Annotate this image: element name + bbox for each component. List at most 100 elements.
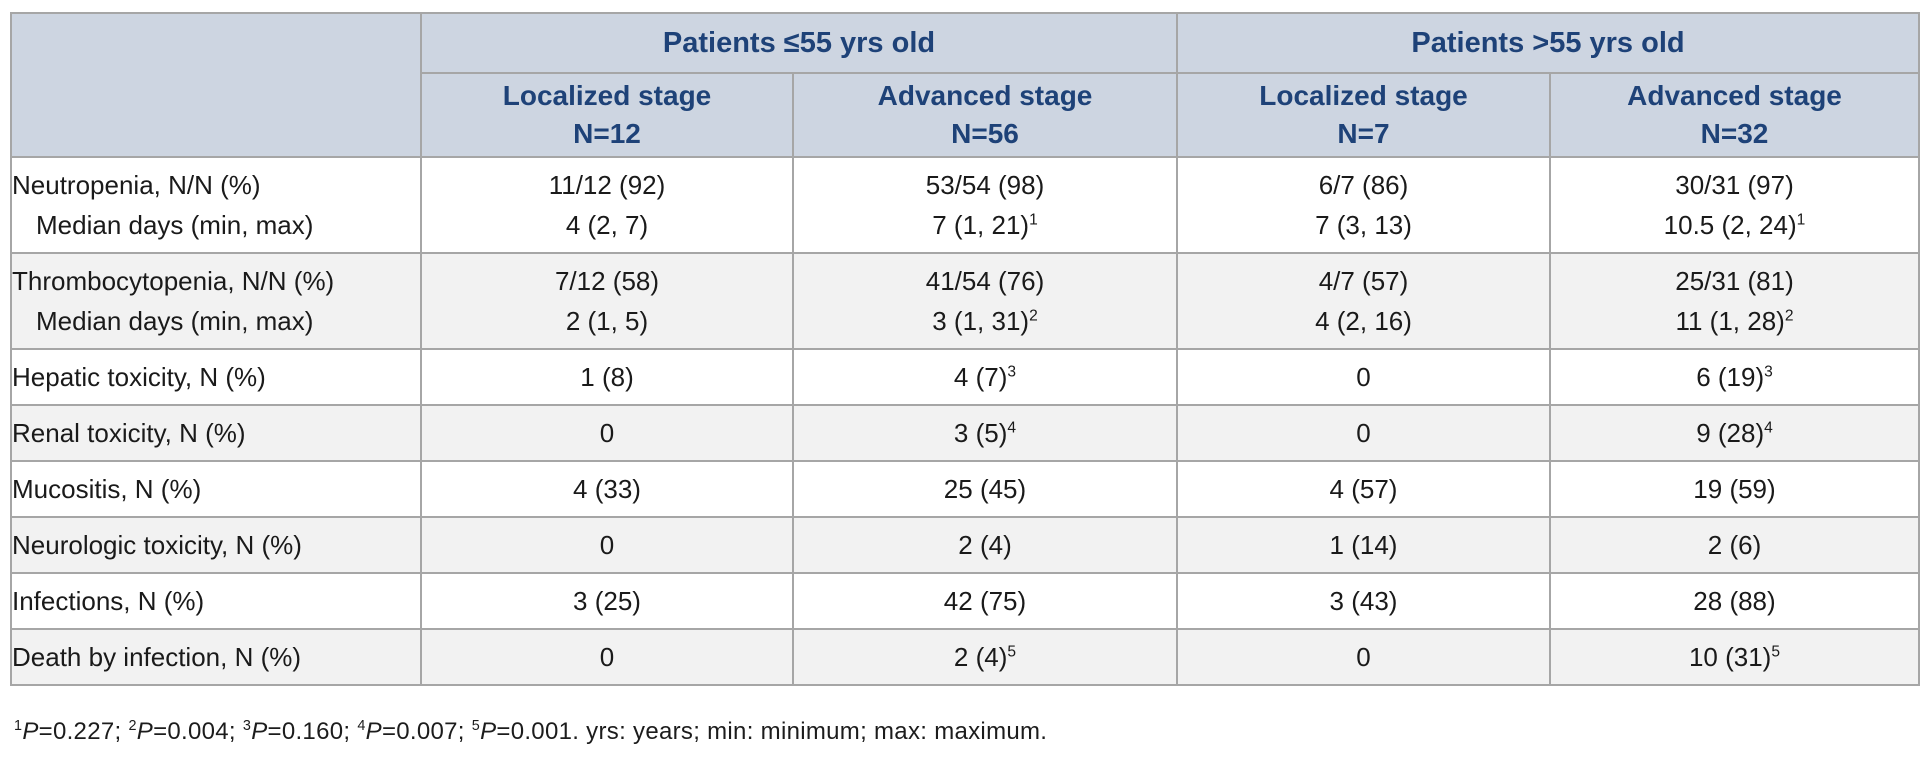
cell-value: 2 (6) xyxy=(1707,530,1762,560)
cell-value: 30/31 (97) xyxy=(1675,170,1794,200)
n-label: N=12 xyxy=(573,118,641,149)
data-cell: 7/12 (58) 2 (1, 5) xyxy=(420,252,794,350)
data-cell: 0 xyxy=(420,516,794,574)
data-cell: 3 (5)4 xyxy=(792,404,1178,462)
row-label: Death by infection, N (%) xyxy=(10,628,422,686)
data-cell: 6/7 (86) 7 (3, 13) xyxy=(1176,156,1551,254)
cell-value: 19 (59) xyxy=(1693,474,1776,504)
n-label: N=56 xyxy=(951,118,1019,149)
cell-value: 2 (4) xyxy=(958,530,1012,560)
subheader-advanced-le55: Advanced stage N=56 xyxy=(792,72,1178,158)
cell-value: 10 (31)5 xyxy=(1688,642,1781,672)
table-row: Death by infection, N (%) 0 2 (4)5 0 10 (31)… xyxy=(10,628,1920,686)
cell-value: 0 xyxy=(599,530,615,560)
row-label: Hepatic toxicity, N (%) xyxy=(10,348,422,406)
header-sub-row: Localized stage N=12 Advanced stage N=56… xyxy=(11,72,1920,158)
data-cell: 30/31 (97) 10.5 (2, 24)1 xyxy=(1549,156,1920,254)
data-cell: 19 (59) xyxy=(1549,460,1920,518)
data-cell: 4/7 (57) 4 (2, 16) xyxy=(1176,252,1551,350)
data-cell: 0 xyxy=(420,404,794,462)
data-cell: 4 (57) xyxy=(1176,460,1551,518)
data-cell: 11/12 (92) 4 (2, 7) xyxy=(420,156,794,254)
n-label: N=32 xyxy=(1700,118,1769,149)
row-label-line: Neurologic toxicity, N (%) xyxy=(12,530,302,560)
cell-value: 28 (88) xyxy=(1693,586,1776,616)
row-label-line: Infections, N (%) xyxy=(12,586,205,616)
cell-value: 7/12 (58) xyxy=(554,266,660,296)
footnote-marker: 3 xyxy=(242,718,252,734)
data-cell: 6 (19)3 xyxy=(1549,348,1920,406)
footnote-marker: 3 xyxy=(1764,363,1773,381)
cell-value: 11 (1, 28)2 xyxy=(1675,306,1794,336)
table-body: Neutropenia, N/N (%) Median days (min, ma… xyxy=(10,156,1920,686)
data-cell: 25 (45) xyxy=(792,460,1178,518)
cell-value: 1 (14) xyxy=(1329,530,1398,560)
footnote-marker: 5 xyxy=(1771,643,1781,661)
p-value-symbol: P xyxy=(480,718,497,745)
cell-value: 0 xyxy=(599,418,615,448)
data-cell: 41/54 (76) 3 (1, 31)2 xyxy=(792,252,1178,350)
row-label: Neurologic toxicity, N (%) xyxy=(10,516,422,574)
cell-value: 0 xyxy=(599,642,615,672)
data-cell: 53/54 (98) 7 (1, 21)1 xyxy=(792,156,1178,254)
table-row: Neurologic toxicity, N (%) 0 2 (4) 1 (14) 2 … xyxy=(10,516,1920,574)
data-cell: 4 (33) xyxy=(420,460,794,518)
data-cell: 0 xyxy=(420,628,794,686)
row-label-line: Median days (min, max) xyxy=(36,210,314,240)
group-header-le55: Patients ≤55 yrs old xyxy=(420,12,1178,74)
cell-value: 7 (1, 21)1 xyxy=(932,210,1038,240)
data-cell: 2 (4) xyxy=(792,516,1178,574)
data-cell: 0 xyxy=(1176,348,1551,406)
cell-value: 4 (7)3 xyxy=(953,362,1017,392)
data-cell: 10 (31)5 xyxy=(1549,628,1920,686)
data-cell: 28 (88) xyxy=(1549,572,1920,630)
cell-value: 10.5 (2, 24)1 xyxy=(1663,210,1806,240)
cell-value: 3 (1, 31)2 xyxy=(932,306,1038,336)
stage-label: Localized stage xyxy=(502,80,712,111)
data-cell: 4 (7)3 xyxy=(792,348,1178,406)
data-cell: 1 (8) xyxy=(420,348,794,406)
cell-value: 53/54 (98) xyxy=(925,170,1045,200)
row-label: Neutropenia, N/N (%) Median days (min, ma… xyxy=(10,156,422,254)
footnote: 1P=0.227; 2P=0.004; 3P=0.160; 4P=0.007; … xyxy=(14,718,1048,745)
corner-cell xyxy=(10,12,422,158)
data-cell: 42 (75) xyxy=(792,572,1178,630)
footnote-marker: 1 xyxy=(14,718,23,734)
footnote-marker: 1 xyxy=(1796,211,1806,229)
cell-value: 1 (8) xyxy=(580,362,634,392)
p-value-symbol: P xyxy=(251,718,268,745)
table-row: Thrombocytopenia, N/N (%) Median days (mi… xyxy=(10,252,1920,350)
cell-value: 0 xyxy=(1356,362,1371,392)
footnote-marker: 2 xyxy=(1784,307,1794,325)
cell-value: 6/7 (86) xyxy=(1318,170,1409,200)
p-value-symbol: P xyxy=(136,718,154,745)
data-cell: 0 xyxy=(1176,404,1551,462)
cell-value: 4 (33) xyxy=(573,474,641,504)
cell-value: 3 (25) xyxy=(573,586,641,616)
footnote-marker: 4 xyxy=(1007,419,1017,437)
group-header-gt55: Patients >55 yrs old xyxy=(1176,12,1920,74)
data-cell: 2 (4)5 xyxy=(792,628,1178,686)
footnote-marker: 2 xyxy=(128,718,137,734)
table-row: Infections, N (%) 3 (25) 42 (75) 3 (43) 28 (… xyxy=(10,572,1920,630)
data-cell: 25/31 (81) 11 (1, 28)2 xyxy=(1549,252,1920,350)
cell-value: 3 (43) xyxy=(1329,586,1398,616)
table-row: Hepatic toxicity, N (%) 1 (8) 4 (7)3 0 6 (19… xyxy=(10,348,1920,406)
data-cell: 9 (28)4 xyxy=(1549,404,1920,462)
cell-value: 6 (19)3 xyxy=(1696,362,1773,392)
page: Patients ≤55 yrs old Patients >55 yrs ol… xyxy=(10,12,1920,745)
row-label-line: Death by infection, N (%) xyxy=(12,642,302,672)
row-label: Renal toxicity, N (%) xyxy=(10,404,422,462)
header-group-row: Patients ≤55 yrs old Patients >55 yrs ol… xyxy=(10,12,1920,158)
table-header: Patients ≤55 yrs old Patients >55 yrs ol… xyxy=(10,12,1920,158)
row-label-line: Mucositis, N (%) xyxy=(12,474,202,504)
cell-value: 4 (57) xyxy=(1329,474,1398,504)
cell-value: 9 (28)4 xyxy=(1696,418,1773,448)
cell-value: 7 (3, 13) xyxy=(1315,210,1412,240)
data-cell: 1 (14) xyxy=(1176,516,1551,574)
data-cell: 2 (6) xyxy=(1549,516,1920,574)
cell-value: 42 (75) xyxy=(943,586,1027,616)
stage-label: Advanced stage xyxy=(1627,80,1842,111)
row-label-line: Neutropenia, N/N (%) xyxy=(12,170,261,200)
table-row: Renal toxicity, N (%) 0 3 (5)4 0 9 (28)4 xyxy=(10,404,1920,462)
